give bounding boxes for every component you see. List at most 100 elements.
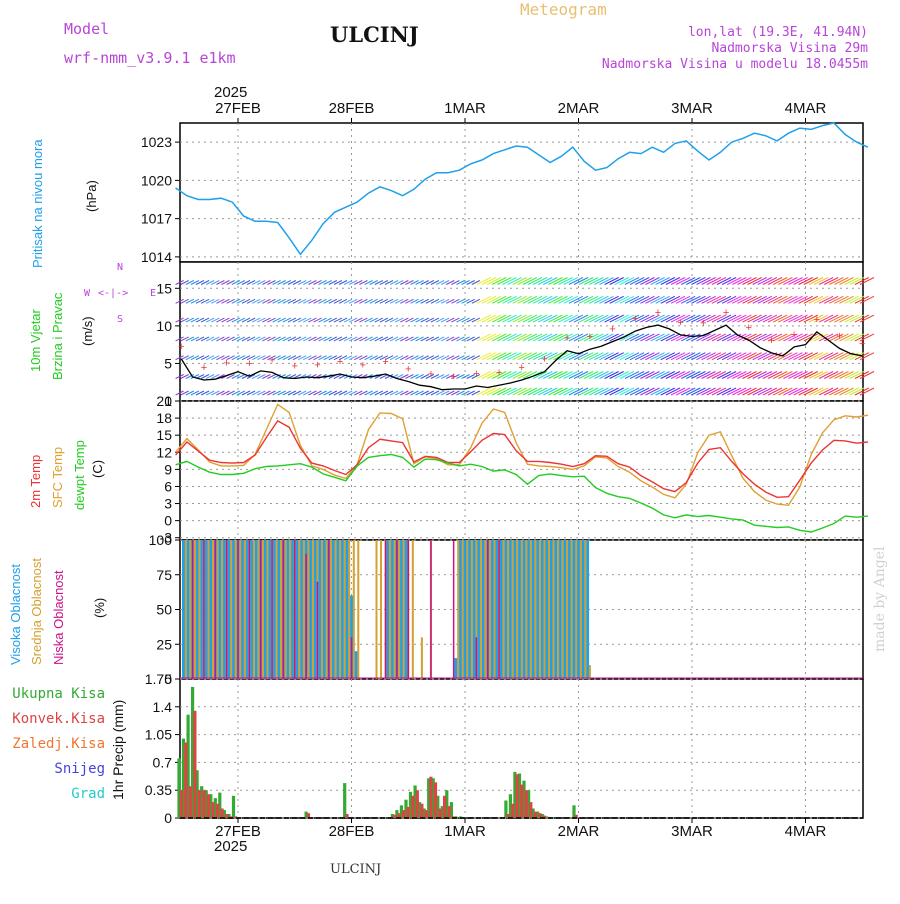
wind-barb xyxy=(783,333,798,342)
year-top: 2025 xyxy=(214,84,248,101)
cloud-bar xyxy=(520,540,523,679)
wind-barb xyxy=(425,280,435,285)
wind-barb xyxy=(701,314,716,323)
wind-barb xyxy=(481,371,497,379)
wind-barb xyxy=(456,374,465,379)
wind-barb xyxy=(461,298,470,304)
wind-barb xyxy=(839,277,854,285)
wind-barb xyxy=(686,295,701,304)
precip-bar xyxy=(443,795,447,818)
wind-barb xyxy=(348,280,358,285)
wind-barb xyxy=(231,355,241,361)
temperature-ytick-label: 3 xyxy=(164,496,172,512)
cloud-bar xyxy=(268,540,272,679)
wind-barb xyxy=(813,387,829,396)
wind-barb xyxy=(190,374,200,379)
wind-barb xyxy=(818,352,834,361)
wind-barb xyxy=(660,277,676,285)
cloud-bar xyxy=(463,540,467,679)
wind-barb xyxy=(767,352,783,361)
wind-barb xyxy=(778,333,793,342)
wind-barb xyxy=(415,355,424,361)
wind-barb xyxy=(660,314,676,323)
precip-bar xyxy=(436,795,440,818)
wind-barb xyxy=(614,371,630,379)
wind-barb xyxy=(548,295,563,304)
wind-barb xyxy=(364,317,373,323)
wind-barb xyxy=(645,333,660,342)
precip-bar xyxy=(438,808,442,818)
wind-barb xyxy=(318,390,327,396)
wind-barb xyxy=(711,295,727,304)
wind-barb xyxy=(854,277,870,285)
wind-barb xyxy=(323,317,332,323)
precip-bar xyxy=(422,808,426,818)
wind-barb xyxy=(405,336,414,342)
wind-barb xyxy=(803,277,819,285)
wind-barb xyxy=(563,277,578,285)
pressure-ytick-label: 1020 xyxy=(141,172,172,188)
wind-barb xyxy=(410,374,419,379)
wind-barb xyxy=(844,387,859,396)
wind-barb xyxy=(696,352,711,361)
wind-barb xyxy=(854,295,870,304)
wind-gust-marker: + xyxy=(201,362,207,374)
wind-barb xyxy=(594,277,609,285)
wind-barb xyxy=(410,336,419,342)
wind-barb xyxy=(645,314,660,323)
wind-barb xyxy=(573,387,589,396)
wind-barb xyxy=(471,390,481,396)
wind-barb xyxy=(246,355,256,361)
wind-barb xyxy=(706,314,722,323)
wind-barb xyxy=(823,295,839,304)
wind-barb xyxy=(394,355,404,361)
wind-barb xyxy=(844,352,859,361)
wind-barb xyxy=(589,387,604,396)
wind-barb xyxy=(185,374,195,379)
wind-barb xyxy=(435,317,445,323)
wind-barb xyxy=(788,352,803,361)
wind-barb xyxy=(803,295,819,304)
wind-barb xyxy=(793,277,808,285)
wind-barb xyxy=(859,333,875,342)
wind-barb xyxy=(231,390,241,396)
wind-barb xyxy=(522,277,538,285)
cloud-bar xyxy=(182,540,185,679)
wind-barb xyxy=(629,371,645,379)
wind-barb xyxy=(859,295,875,304)
wind-barb xyxy=(369,336,378,342)
wind-barb xyxy=(767,277,783,285)
cloud-bar xyxy=(570,540,573,679)
wind-barb xyxy=(507,314,522,323)
wind-barb xyxy=(318,298,327,304)
wind-barb xyxy=(599,333,614,342)
wind-barb xyxy=(282,355,292,361)
cloud-bar xyxy=(277,540,281,679)
wind-barb xyxy=(343,336,353,342)
wind-barb xyxy=(778,371,793,379)
wind-barb xyxy=(246,336,256,342)
precip-bar xyxy=(395,810,399,818)
pressure-ytick-label: 1017 xyxy=(141,211,172,227)
wind-barb xyxy=(742,333,757,342)
wind-barb xyxy=(573,333,589,342)
cloud-bar xyxy=(311,540,314,679)
wind-barb xyxy=(645,295,660,304)
wind-barb xyxy=(609,333,624,342)
wind-barb xyxy=(241,336,251,342)
cloud-bar xyxy=(280,540,283,679)
wind-barb xyxy=(328,280,338,285)
cloud_cover-ytick-label: 75 xyxy=(156,567,172,583)
wind-barb xyxy=(221,355,230,361)
cloud-bar xyxy=(586,540,590,679)
wind-barb xyxy=(604,352,619,361)
wind-barb xyxy=(589,352,604,361)
wind-barb xyxy=(466,336,475,342)
wind-barb xyxy=(205,336,215,342)
wind-barb xyxy=(481,277,497,285)
precip-ylabel: 1hr Precip (mm) xyxy=(110,699,126,800)
wind-gust-marker: + xyxy=(223,357,229,369)
wind-barb xyxy=(599,387,614,396)
model-label: Model xyxy=(64,20,110,38)
wind-barb xyxy=(660,295,676,304)
